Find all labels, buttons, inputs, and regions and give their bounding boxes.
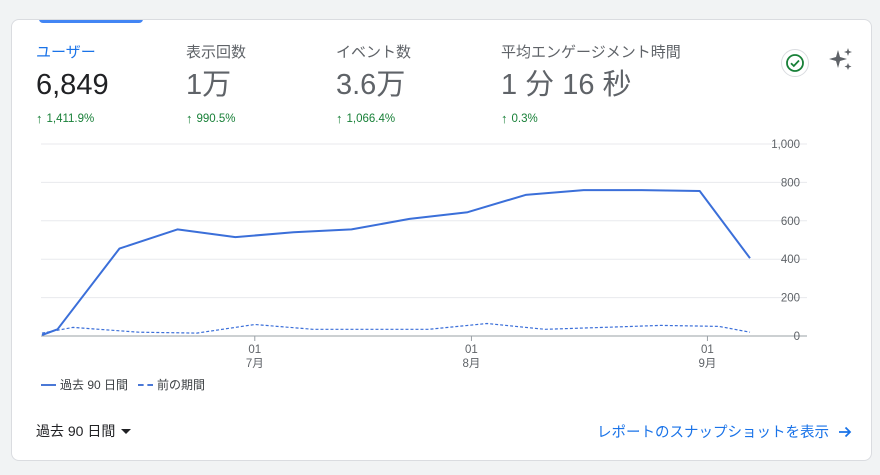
metric-change: ↑ 0.3% — [501, 111, 681, 126]
x-tick-day: 01 — [701, 344, 714, 356]
arrow-up-icon: ↑ — [501, 111, 508, 126]
metric-label: 平均エンゲージメント時間 — [501, 44, 681, 61]
metric-value: 1 分 16 秒 — [501, 69, 632, 101]
legend-label-previous: 前の期間 — [157, 378, 206, 392]
metric-label: ユーザー — [36, 44, 96, 61]
metric-value: 3.6万 — [336, 69, 406, 101]
metric-events[interactable]: イベント数 3.6万 ↑ 1,066.4% — [336, 44, 411, 126]
metric-change: ↑ 1,411.9% — [36, 111, 109, 126]
x-tick-month: 9月 — [698, 358, 716, 370]
x-tick-month: 7月 — [246, 358, 264, 370]
metric-change: ↑ 990.5% — [186, 111, 246, 126]
metric-value: 6,849 — [36, 69, 109, 101]
chart-legend: 過去 90 日間 前の期間 — [41, 376, 215, 393]
legend-swatch-dashed — [138, 383, 154, 386]
legend-item-previous: 前の期間 — [138, 376, 205, 393]
x-tick-day: 01 — [248, 344, 261, 356]
arrow-up-icon: ↑ — [36, 111, 43, 126]
date-range-label: 過去 90 日間 — [36, 423, 116, 439]
arrow-up-icon: ↑ — [186, 111, 193, 126]
y-tick-label: 600 — [781, 216, 800, 228]
metric-users[interactable]: ユーザー 6,849 ↑ 1,411.9% — [36, 44, 109, 126]
x-tick-month: 8月 — [462, 358, 480, 370]
arrow-right-icon — [839, 426, 852, 437]
arrow-up-icon: ↑ — [336, 111, 343, 126]
metric-views[interactable]: 表示回数 1万 ↑ 990.5% — [186, 44, 246, 126]
snapshot-link-label: レポートのスナップショットを表示 — [597, 425, 829, 441]
date-range-selector[interactable]: 過去 90 日間 — [36, 421, 132, 441]
legend-swatch-solid — [41, 383, 56, 386]
view-snapshot-link[interactable]: レポートのスナップショットを表示 — [597, 421, 853, 442]
metric-label: イベント数 — [336, 44, 412, 61]
y-tick-label: 0 — [794, 331, 800, 343]
legend-label-current: 過去 90 日間 — [60, 378, 129, 392]
metric-label: 表示回数 — [186, 44, 247, 61]
y-tick-label: 800 — [781, 177, 800, 189]
legend-item-current: 過去 90 日間 — [41, 376, 128, 393]
change-value: 0.3% — [511, 112, 538, 125]
sparkle-icon[interactable] — [827, 46, 855, 74]
metric-engagement-time[interactable]: 平均エンゲージメント時間 1 分 16 秒 ↑ 0.3% — [501, 44, 681, 126]
current-period-line — [41, 189, 751, 336]
active-metric-indicator — [39, 20, 143, 23]
users-line-chart: 1,000 800 600 400 200 0 01 7月 01 8月 01 9月 — [41, 139, 807, 370]
change-value: 1,411.9% — [46, 112, 95, 125]
y-tick-label: 1,000 — [771, 139, 800, 151]
previous-period-line — [41, 322, 751, 334]
x-tick-day: 01 — [465, 344, 478, 356]
caret-down-icon — [121, 428, 132, 434]
y-tick-label: 400 — [781, 254, 800, 266]
metric-value: 1万 — [186, 69, 232, 101]
y-tick-label: 200 — [781, 293, 800, 305]
check-circle-icon — [786, 54, 804, 72]
change-value: 990.5% — [196, 112, 236, 125]
overview-card: ユーザー 6,849 ↑ 1,411.9% 表示回数 1万 ↑ 990.5% イ… — [11, 19, 872, 461]
change-value: 1,066.4% — [346, 112, 396, 125]
insight-check-button[interactable] — [781, 49, 809, 77]
metric-change: ↑ 1,066.4% — [336, 111, 411, 126]
